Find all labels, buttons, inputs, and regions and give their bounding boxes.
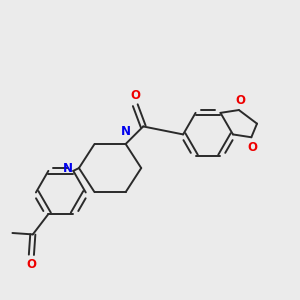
Text: O: O xyxy=(248,141,258,154)
Text: O: O xyxy=(235,94,245,106)
Text: O: O xyxy=(130,89,140,102)
Text: N: N xyxy=(63,162,73,175)
Text: N: N xyxy=(121,125,131,138)
Text: O: O xyxy=(26,258,36,271)
